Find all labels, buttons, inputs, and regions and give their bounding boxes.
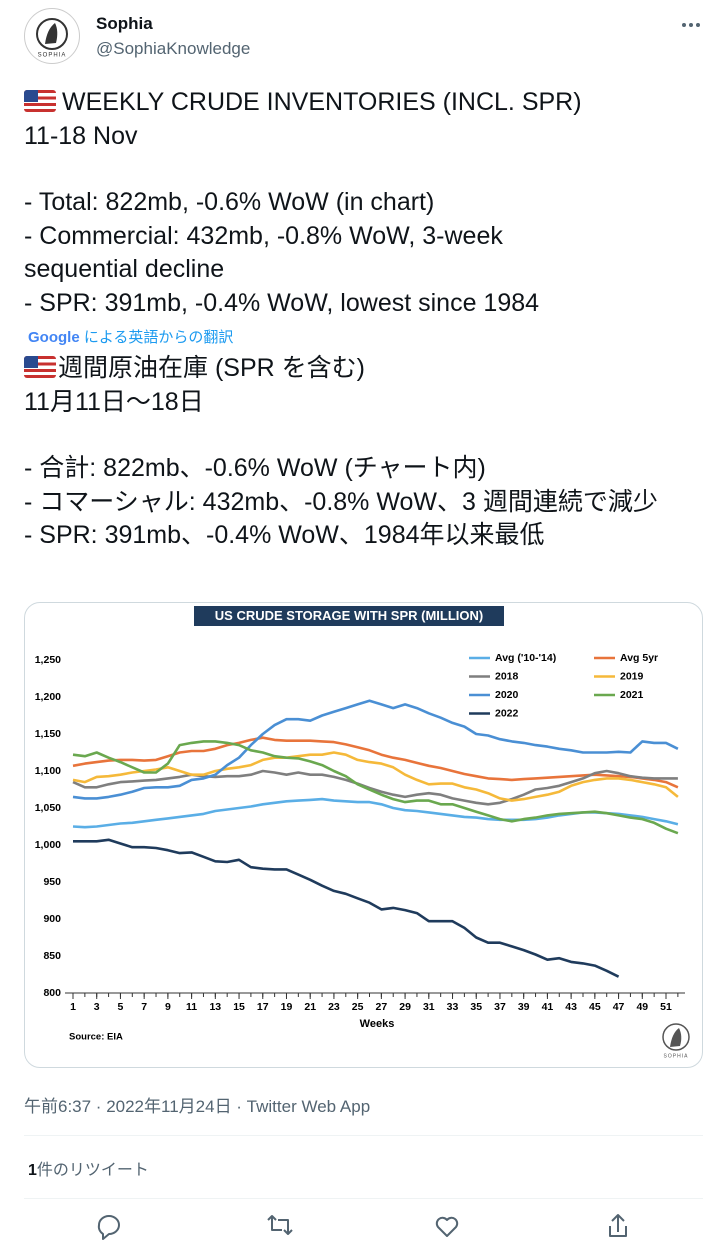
- legend-label: Avg ('10-'14): [495, 652, 556, 664]
- x-tick-label: 13: [209, 1001, 221, 1013]
- divider: [24, 1198, 703, 1199]
- legend-label: 2021: [620, 689, 644, 701]
- reply-button[interactable]: [97, 1215, 120, 1240]
- share-button[interactable]: [609, 1214, 627, 1237]
- x-tick-label: 3: [94, 1001, 100, 1013]
- x-tick-label: 17: [257, 1001, 269, 1013]
- like-button[interactable]: [435, 1216, 459, 1237]
- chart: US CRUDE STORAGE WITH SPR (MILLION) Week…: [35, 606, 690, 1059]
- y-tick-label: 900: [43, 913, 61, 925]
- x-tick-label: 51: [660, 1001, 672, 1013]
- x-tick-label: 47: [613, 1001, 625, 1013]
- headline: 週間原油在庫 (SPR を含む): [24, 352, 704, 386]
- author-name[interactable]: Sophia: [96, 14, 153, 33]
- us-flag: [24, 90, 56, 112]
- series-line: [72, 751, 679, 802]
- y-tick-label: 1,250: [35, 654, 61, 666]
- x-tick-label: 27: [376, 1001, 388, 1013]
- title-box: [194, 606, 504, 626]
- date: 11-18 Nov: [24, 121, 138, 150]
- us-flag: [24, 356, 56, 378]
- x-tick-label: 11: [186, 1001, 197, 1013]
- retweet-label: 件のリツイート: [36, 1162, 149, 1179]
- headline: WEEKLY CRUDE INVENTORIES (INCL. SPR): [24, 86, 704, 120]
- x-tick-label: 43: [565, 1001, 577, 1013]
- more-button[interactable]: [680, 18, 702, 32]
- item: - SPR: 391mb, -0.4% WoW, lowest since 19…: [24, 288, 540, 317]
- x-tick-label: 9: [165, 1001, 171, 1013]
- legend-label: Avg 5yr: [620, 652, 658, 664]
- tweet-translation: 週間原油在庫 (SPR を含む) 11月11日～18日 - 合計: 822mb、…: [24, 352, 704, 553]
- headline-text: WEEKLY CRUDE INVENTORIES (INCL. SPR): [62, 88, 582, 116]
- x-tick-label: 1: [70, 1001, 76, 1013]
- item: - Commercial: 432mb, -0.8% WoW, 3-week s…: [24, 221, 503, 284]
- source: Source: EIA: [69, 1032, 123, 1043]
- retweet-button[interactable]: [267, 1215, 293, 1235]
- x-tick-label: 37: [494, 1001, 506, 1013]
- retweet-stats[interactable]: 1件のリツイート: [28, 1156, 149, 1180]
- legend-label: 2020: [495, 689, 519, 701]
- translation-note[interactable]: Google による英語からの翻訳: [28, 326, 233, 347]
- y-tick-label: 1,200: [35, 691, 61, 703]
- series-line: [72, 740, 679, 835]
- watermark-text: SOPHIA: [664, 1053, 689, 1059]
- avatar-text: SOPHIA: [38, 53, 67, 59]
- legend-label: 2018: [495, 670, 519, 682]
- x-tick-label: 15: [233, 1001, 245, 1013]
- watermark-logo: [662, 1023, 690, 1051]
- x-tick-label: 45: [589, 1001, 601, 1013]
- x-tick-label: 19: [281, 1001, 293, 1013]
- translation-provider: Google: [28, 329, 80, 346]
- x-tick-label: 49: [636, 1001, 648, 1013]
- avatar[interactable]: SOPHIA: [24, 8, 80, 64]
- x-axis-label: Weeks: [360, 1018, 395, 1030]
- x-tick-label: 41: [542, 1001, 554, 1013]
- divider: [24, 1135, 703, 1136]
- item: - SPR: 391mb、-0.4% WoW、1984年以来最低: [24, 521, 545, 549]
- x-tick-label: 25: [352, 1001, 364, 1013]
- y-tick-label: 1,100: [35, 765, 61, 777]
- date: 11月11日～18日: [24, 387, 204, 416]
- translation-label: による英語からの翻訳: [83, 329, 234, 346]
- legend-label: 2022: [495, 707, 519, 719]
- series-line: [73, 838, 620, 978]
- series-line: [72, 699, 679, 800]
- avatar-logo: SOPHIA: [36, 18, 68, 59]
- action-bar: [97, 1214, 627, 1240]
- y-tick-label: 800: [43, 987, 61, 999]
- legend-label: 2019: [620, 670, 644, 682]
- item: - コマーシャル: 432mb、-0.8% WoW、3 週間連続で減少: [24, 487, 658, 516]
- x-tick-label: 5: [118, 1001, 124, 1013]
- chart-card[interactable]: US CRUDE STORAGE WITH SPR (MILLION) Week…: [24, 602, 703, 1068]
- retweet-count: 1: [28, 1162, 37, 1179]
- series-line: [72, 769, 678, 806]
- y-tick-label: 1,050: [35, 802, 61, 814]
- timestamp[interactable]: 午前6:37 · 2022年11月24日 · Twitter Web App: [24, 1097, 371, 1116]
- x-tick-label: 35: [470, 1001, 482, 1013]
- x-tick-label: 33: [447, 1001, 459, 1013]
- y-tick-label: 950: [43, 876, 61, 888]
- x-tick-label: 31: [423, 1001, 435, 1013]
- tweet-original: WEEKLY CRUDE INVENTORIES (INCL. SPR) 11-…: [24, 86, 704, 320]
- author-handle[interactable]: @SophiaKnowledge: [96, 39, 251, 58]
- y-tick-label: 850: [43, 950, 61, 962]
- y-tick-label: 1,000: [35, 839, 61, 851]
- item: - Total: 822mb, -0.6% WoW (in chart): [24, 188, 435, 216]
- x-tick-label: 23: [328, 1001, 340, 1013]
- x-tick-label: 39: [518, 1001, 530, 1013]
- x-tick-label: 29: [399, 1001, 411, 1013]
- chart-title: US CRUDE STORAGE WITH SPR (MILLION): [215, 608, 483, 623]
- watermark-logo: [670, 1028, 682, 1047]
- item: - 合計: 822mb、-0.6% WoW (チャート内): [24, 454, 486, 482]
- headline-text: 週間原油在庫 (SPR を含む): [58, 354, 365, 382]
- x-tick-label: 21: [304, 1001, 316, 1013]
- y-tick-label: 1,150: [35, 728, 61, 740]
- x-tick-label: 7: [141, 1001, 147, 1013]
